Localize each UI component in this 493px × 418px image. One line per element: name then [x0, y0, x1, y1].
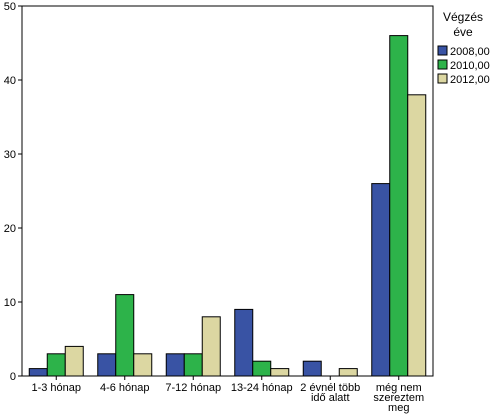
x-tick-label: szereztem — [373, 392, 424, 404]
legend-swatch — [437, 73, 448, 84]
bar — [407, 94, 427, 377]
bar — [252, 360, 272, 377]
bar — [234, 308, 254, 377]
x-tick-label: meg — [388, 402, 409, 414]
bar — [115, 294, 135, 377]
x-tick-label: 13-24 hónap — [231, 382, 293, 394]
x-axis-tick-labels: 1-3 hónap 4-6 hónap 7-12 hónap 13-24 hónap 2… — [31, 376, 424, 414]
legend-label: 2008,00 — [450, 46, 490, 58]
y-tick-label: 10 — [4, 297, 16, 309]
x-tick-label: 7-12 hónap — [165, 382, 221, 394]
bar — [302, 360, 322, 377]
x-tick-label: idő alatt — [311, 392, 350, 404]
y-tick-label: 20 — [4, 223, 16, 235]
x-tick-label: még nem — [376, 382, 422, 394]
bar — [338, 368, 358, 377]
x-tick-label: 1-3 hónap — [31, 382, 81, 394]
bar — [165, 353, 185, 377]
bar — [201, 316, 221, 377]
legend-title-line-1: Végzés — [443, 10, 483, 24]
y-axis-ticks: 0 10 20 30 40 50 — [4, 1, 22, 383]
legend-title-line-2: éve — [453, 25, 473, 39]
bar — [371, 183, 391, 377]
legend: Végzés éve 2008,00 2010,00 2012,00 — [437, 10, 490, 86]
bar — [64, 345, 84, 377]
x-tick-label: 4-6 hónap — [100, 382, 150, 394]
y-tick-label: 30 — [4, 149, 16, 161]
bars — [28, 35, 427, 377]
legend-label: 2010,00 — [450, 60, 490, 72]
x-tick-label: 2 évnél több — [300, 382, 360, 394]
y-tick-label: 50 — [4, 1, 16, 13]
bar — [46, 353, 66, 377]
legend-swatch — [437, 45, 448, 56]
bar — [270, 368, 290, 377]
legend-label: 2012,00 — [450, 74, 490, 86]
y-tick-label: 0 — [10, 371, 16, 383]
plot-frame — [21, 5, 434, 377]
y-tick-label: 40 — [4, 75, 16, 87]
bar — [133, 353, 153, 377]
bar — [389, 35, 409, 377]
legend-swatch — [437, 59, 448, 70]
bar — [28, 368, 48, 377]
bar — [183, 353, 203, 377]
bar — [97, 353, 117, 377]
